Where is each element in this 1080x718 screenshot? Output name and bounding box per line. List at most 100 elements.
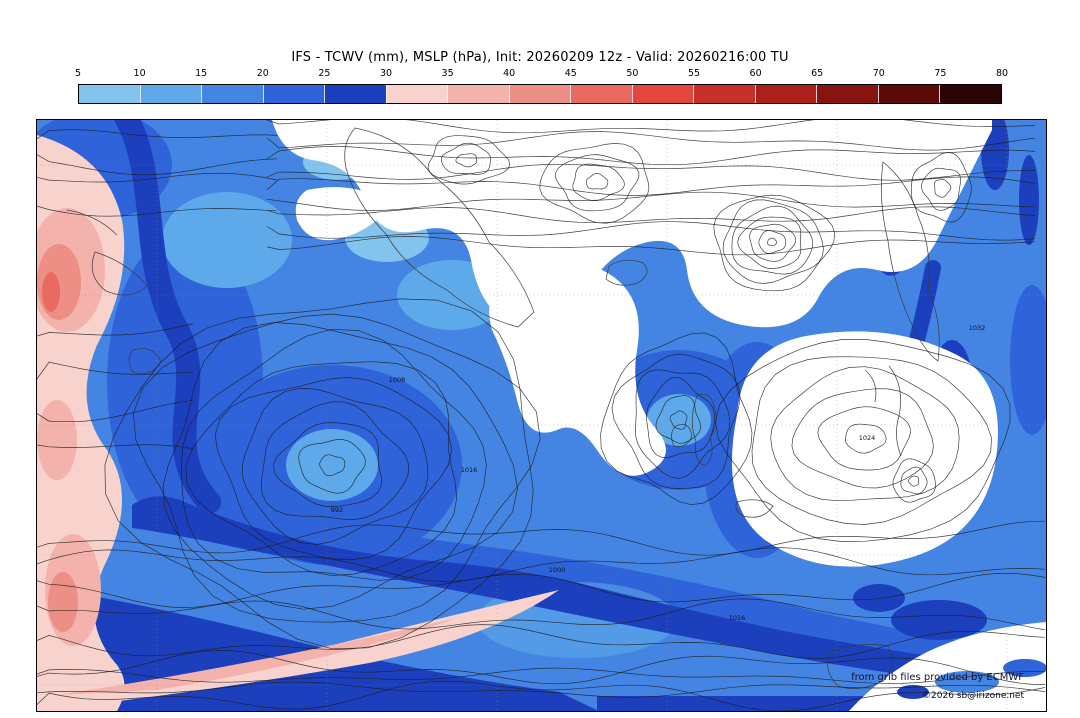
isobar (37, 667, 1046, 684)
isobar (934, 179, 952, 198)
colorbar-gradient (78, 84, 1002, 104)
isobar (611, 353, 741, 489)
central-dry-tongue (489, 260, 666, 476)
colorbar-segment (631, 85, 694, 103)
isobar (37, 205, 278, 217)
colorbar-segment (139, 85, 202, 103)
colorbar-segment (877, 85, 940, 103)
europe-high-region (731, 331, 998, 567)
isobar (921, 167, 961, 211)
isobar-label: 1032 (969, 324, 986, 332)
isobar (132, 313, 541, 623)
isobar (185, 361, 458, 576)
colorbar-tick: 65 (811, 68, 824, 79)
colorbar-tick: 5 (74, 68, 82, 79)
frontal-band-south (132, 496, 1046, 691)
colorbar-segment (570, 85, 632, 103)
colorbar-segment (262, 85, 325, 103)
isobar (911, 152, 972, 223)
colorbar: 5 10 15 20 25 30 35 40 45 50 55 60 65 70 75 80 (74, 68, 1008, 108)
iceland-coastline (605, 259, 648, 286)
isobar (440, 142, 492, 175)
isobar (37, 154, 278, 176)
isobar (319, 454, 346, 477)
colorbar-tick: 20 (256, 68, 269, 79)
isobar (266, 221, 1036, 241)
isobar (572, 163, 625, 202)
isobar (266, 176, 1036, 196)
colorbar-segment (324, 85, 386, 103)
isobar (37, 681, 1046, 698)
isobar (37, 444, 194, 449)
isobar (749, 223, 797, 262)
isobar (37, 172, 278, 183)
isobar (266, 163, 1035, 181)
isobar (266, 236, 1036, 256)
colorbar-tick-labels: 5 10 15 20 25 30 35 40 45 50 55 60 65 70 75 80 (74, 68, 1008, 81)
isobar (37, 624, 1046, 659)
isobar (731, 205, 814, 275)
isobar-label: 1016 (729, 614, 746, 622)
contour-layer (37, 120, 1046, 711)
isobar (273, 422, 382, 507)
isobar-label: 1016 (461, 466, 478, 474)
arctic-dry-region (272, 120, 992, 335)
isobar (539, 143, 650, 224)
map-frame: 1016 1008 992 1000 1024 1032 1016 from grib fi… (36, 119, 1047, 712)
isobar (37, 399, 194, 423)
isobar (266, 120, 1036, 134)
isobar (37, 650, 1046, 685)
isobar (266, 191, 1036, 211)
colorbar-segment (79, 85, 140, 103)
colorbar-tick: 55 (687, 68, 701, 79)
colorbar-segment (939, 85, 1001, 103)
colorbar-tick: 15 (195, 68, 208, 79)
colorbar-segment (385, 85, 448, 103)
weather-map-canvas: 1016 1008 992 1000 1024 1032 1016 (37, 120, 1046, 711)
isobar (214, 377, 453, 561)
isobar (892, 458, 936, 503)
canada-coastline (91, 251, 148, 296)
colorbar-segment (816, 85, 878, 103)
scandinavia-coastline (880, 161, 940, 362)
colorbar-segment (508, 85, 571, 103)
isobar (455, 153, 478, 168)
isobar (260, 401, 410, 520)
white-mask-layer (272, 120, 1046, 711)
warm-shading-layer (37, 135, 559, 711)
colorbar-tick: 30 (379, 68, 393, 79)
isobar (427, 135, 511, 185)
colorbar-tick: 70 (872, 68, 885, 79)
colorbar-tick: 80 (995, 68, 1009, 79)
isobar (791, 388, 934, 489)
isobar-label: 992 (331, 506, 343, 514)
colorbar-segment (447, 85, 509, 103)
isobar (181, 328, 487, 581)
isobar (737, 216, 802, 269)
isobar (37, 520, 1046, 556)
isobar (37, 572, 1046, 608)
isobar (600, 332, 753, 506)
colorbar-segment (693, 85, 755, 103)
colorbar-segment (201, 85, 263, 103)
isobar (266, 206, 1036, 224)
isobar (555, 154, 640, 212)
isobar (767, 237, 778, 246)
isobar (37, 598, 1046, 631)
colorbar-tick: 40 (503, 68, 516, 79)
isobar-label: 1000 (549, 566, 566, 574)
mediterranean-region (849, 622, 1046, 711)
isobar (298, 439, 366, 494)
isobar (770, 366, 960, 502)
colorbar-tick: 60 (749, 68, 762, 79)
isobar (242, 387, 429, 545)
isobar (37, 129, 278, 139)
isobar (585, 173, 609, 190)
isobar (669, 410, 688, 430)
colorbar-tick: 45 (564, 68, 577, 79)
attribution-ecmwf: from grib files provided by ECMWF (851, 672, 1024, 683)
isobar (37, 547, 1046, 582)
attribution-copyright: ©2026 sb@irizone.net (922, 691, 1024, 701)
colorbar-tick: 10 (133, 68, 146, 79)
greenland-coastline (344, 127, 535, 328)
